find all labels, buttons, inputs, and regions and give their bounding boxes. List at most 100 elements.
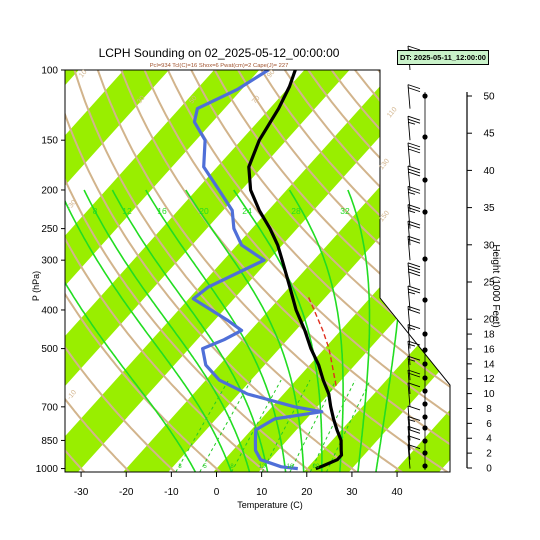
wind-barb-feather [407, 444, 421, 449]
wind-level-dot [422, 209, 428, 215]
chart-title: LCPH Sounding on 02_2025-05-12_00:00:00 [99, 46, 340, 60]
mixing-ratio-line [199, 379, 252, 472]
wind-level-dot [422, 450, 428, 456]
dry-adiabat [143, 70, 450, 472]
wind-barb-shaft [407, 186, 411, 211]
pressure-tick-label: 300 [41, 256, 58, 267]
dry-adiabat [213, 70, 450, 472]
isotherm-band [65, 70, 169, 472]
wind-barb-feather [407, 171, 421, 177]
dry-adiabat [190, 70, 450, 472]
wind-barb-feather [407, 340, 421, 346]
wind-level-dot [422, 297, 428, 303]
height-axis-label: Height (1000 Feet) [490, 244, 501, 327]
wind-level-dot [422, 361, 428, 367]
wind-barb-shaft [407, 84, 411, 109]
wind-level-dot [422, 331, 428, 337]
wind-barb-half-feather [407, 327, 416, 331]
height-tick-label: 50 [483, 92, 495, 103]
height-tick-label: 6 [486, 419, 492, 430]
wind-barb-feather [407, 207, 421, 213]
wind-barb-feather [407, 84, 421, 90]
wind-level-dot [422, 438, 428, 444]
height-tick-label: 35 [483, 203, 495, 214]
wind-barb-feather [407, 355, 421, 361]
temperature-tick-label: 40 [391, 487, 403, 498]
wind-level-dot [422, 401, 428, 407]
wind-barb-half-feather [407, 358, 416, 362]
moist-adiabat [111, 189, 269, 472]
dry-adiabat-label: 50 [188, 95, 198, 106]
pressure-tick-label: 700 [41, 402, 58, 413]
y-axis-label: P (hPa) [31, 271, 41, 301]
wind-barb-feather [407, 308, 421, 314]
pressure-tick-label: 850 [41, 436, 58, 447]
height-tick-label: 40 [483, 166, 495, 177]
wind-barb-feather [407, 324, 421, 330]
dry-adiabat-label: 10 [78, 69, 88, 80]
wind-barb-feather [407, 285, 421, 291]
wind-level-dot [422, 425, 428, 431]
dry-adiabat [237, 70, 450, 472]
mixing-ratio-line [261, 379, 311, 472]
dry-adiabat [65, 70, 358, 472]
wind-barb-feather [407, 235, 421, 241]
moist-adiabat [347, 189, 371, 472]
pressure-tick-label: 500 [41, 344, 58, 355]
wind-level-dot [422, 93, 428, 99]
wind-barb-shaft [407, 341, 411, 366]
wind-barb-feather [407, 238, 421, 244]
mixing-ratio-line [231, 379, 282, 472]
moist-adiabat-label: 28 [291, 206, 301, 216]
wind-barb-feather [407, 168, 421, 174]
moist-adiabat-label: 32 [340, 206, 350, 216]
moist-adiabat [145, 189, 287, 472]
temperature-tick-label: 10 [256, 487, 268, 498]
moist-adiabat [185, 189, 305, 472]
wind-barb-shaft [407, 356, 411, 381]
mixing-ratio-label: 12 [259, 464, 266, 470]
moist-adiabat [83, 189, 251, 472]
wind-barb-feather [407, 148, 421, 154]
wind-barb-shaft [407, 426, 411, 451]
dry-adiabat [65, 70, 222, 472]
wind-barb-feather [407, 142, 421, 148]
wind-barb-feather [407, 435, 421, 441]
temperature-tick-label: -20 [119, 487, 134, 498]
temperature-tick-label: -30 [74, 487, 89, 498]
dry-adiabat [73, 70, 403, 472]
wind-level-dot [422, 177, 428, 183]
moist-adiabat-label: 24 [242, 206, 252, 216]
wind-barb [407, 115, 421, 141]
wind-barb-half-feather [407, 121, 416, 125]
wind-barb [407, 142, 421, 167]
wind-level-dot [422, 463, 428, 469]
moist-adiabat [65, 189, 233, 472]
mixing-ratio-label: 5 [203, 464, 207, 470]
moist-adiabat-label: 12 [122, 206, 132, 216]
height-tick-label: 30 [483, 240, 495, 251]
dry-adiabat [65, 70, 267, 472]
pressure-tick-label: 200 [41, 185, 58, 196]
wind-barb-feather [407, 271, 421, 277]
dry-adiabat-label: 30 [136, 95, 146, 106]
wind-barb-feather [407, 265, 421, 271]
wind-barb [407, 220, 421, 246]
mixing-ratio-line [289, 379, 337, 472]
wind-barb-feather [407, 165, 421, 171]
mixing-ratio-line [309, 379, 356, 472]
wind-barb [407, 84, 421, 109]
pressure-tick-label: 100 [41, 66, 58, 77]
moist-adiabat-label: 16 [157, 206, 167, 216]
wind-barb-feather [407, 185, 421, 191]
wind-barb-feather [407, 223, 421, 229]
pressure-tick-label: 1000 [36, 464, 59, 475]
wind-barb-shaft [407, 221, 411, 246]
wind-barb-shaft [407, 165, 411, 191]
wind-barb-shaft [407, 306, 411, 331]
dry-adiabat [65, 70, 176, 472]
wind-barb-feather [407, 118, 421, 124]
mixing-ratio-label: 20 [313, 464, 320, 470]
mixing-ratio-label: 3 [178, 464, 182, 470]
